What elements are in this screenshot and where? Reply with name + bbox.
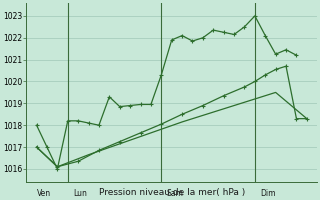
Text: Ven: Ven xyxy=(36,189,51,198)
Text: Dim: Dim xyxy=(260,189,276,198)
Text: Sam: Sam xyxy=(166,189,183,198)
X-axis label: Pression niveau de la mer( hPa ): Pression niveau de la mer( hPa ) xyxy=(99,188,245,197)
Text: Lun: Lun xyxy=(73,189,87,198)
